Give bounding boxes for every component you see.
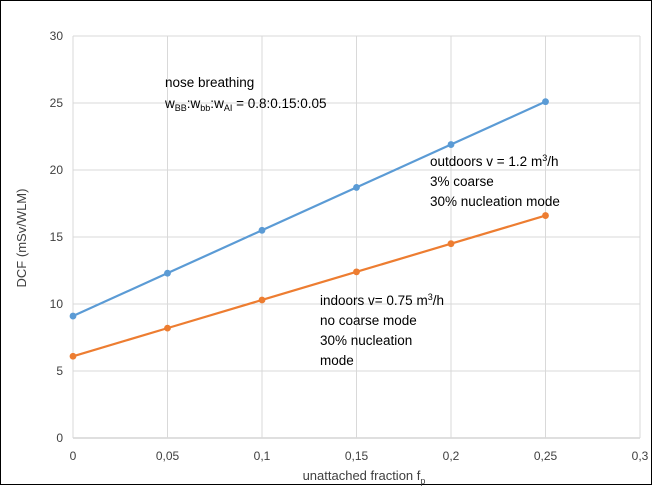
x-tick-label: 0,3 [632,449,649,463]
y-axis-label: DCF (mSv/WLM) [14,189,29,288]
data-point-series-1 [69,312,77,320]
x-tick-labels: 0 0,05 0,1 0,15 0,2 0,25 0,3 [70,449,649,463]
annotation-indoors-line2: no coarse mode [320,313,417,328]
annotation-nose-breathing: nose breathing [165,75,254,90]
series-layer [69,98,549,360]
annotation-weight-ratio: wBB:wbb:wAI = 0.8:0.15:0.05 [164,96,327,113]
data-point-series-2 [164,324,171,332]
x-axis-label: unattached fraction fp [303,468,426,486]
y-tick-label: 10 [50,297,64,311]
annotation-outdoors-line1: outdoors v = 1.2 m3/h [430,153,558,169]
y-tick-labels: 0 5 10 15 20 25 30 [50,29,64,445]
y-tick-label: 30 [50,29,64,43]
x-tick-label: 0,25 [534,449,558,463]
data-point-series-2 [69,352,77,360]
annotation-indoors-line4: mode [320,353,354,368]
y-tick-label: 15 [50,230,64,244]
data-point-series-1 [447,141,455,148]
series-line-2 [72,214,546,358]
x-tick-label: 0,1 [254,449,271,463]
data-point-series-2 [542,212,549,219]
data-point-series-1 [164,269,171,277]
data-point-series-1 [542,98,549,106]
annotation-outdoors-line2: 3% coarse [430,174,494,189]
x-tick-label: 0 [70,449,77,463]
annotation-outdoors-line3: 30% nucleation mode [430,194,560,209]
data-point-series-1 [353,184,360,191]
y-tick-label: 20 [50,163,64,177]
data-point-series-1 [258,226,266,234]
gridlines [72,35,641,439]
x-tick-label: 0,05 [156,449,180,463]
series-line-1 [72,100,546,318]
y-tick-label: 25 [50,96,64,110]
x-tick-label: 0,2 [443,449,460,463]
data-point-series-2 [353,268,360,276]
x-tick-label: 0,15 [345,449,369,463]
data-point-series-2 [447,240,455,248]
annotation-indoors-line3: 30% nucleation [320,333,412,348]
y-tick-label: 5 [56,364,63,378]
data-point-series-2 [258,296,266,304]
annotation-indoors-line1: indoors v= 0.75 m3/h [320,292,444,308]
y-tick-label: 0 [56,431,63,445]
